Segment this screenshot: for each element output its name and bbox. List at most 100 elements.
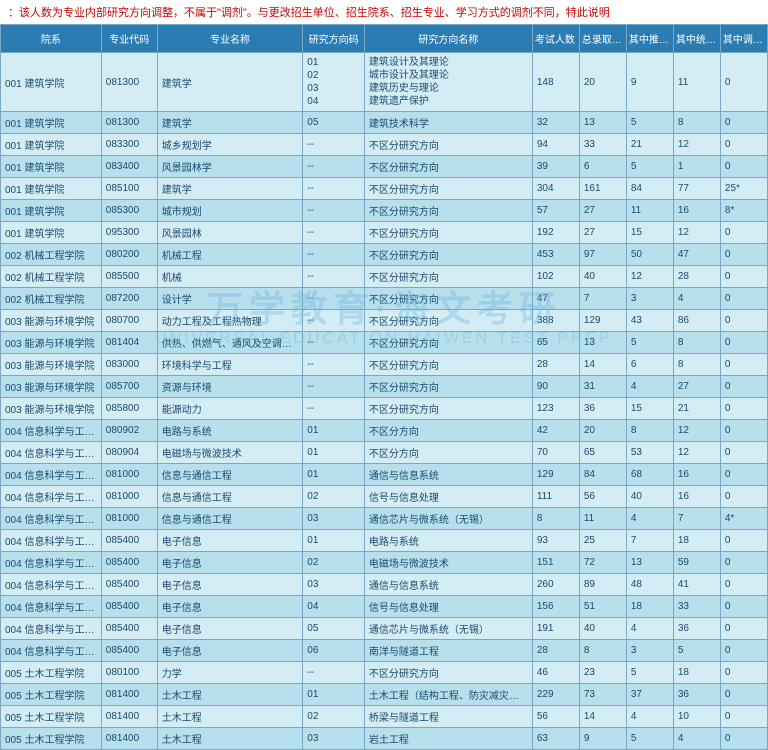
cell: 0 xyxy=(720,596,767,618)
cell: 12 xyxy=(673,442,720,464)
cell: 31 xyxy=(579,376,626,398)
cell: 02 xyxy=(303,486,365,508)
col-header: 考试人数 xyxy=(532,25,579,53)
cell: 机械 xyxy=(157,266,303,288)
cell: 86 xyxy=(673,310,720,332)
cell: 0 xyxy=(720,310,767,332)
cell: 18 xyxy=(626,596,673,618)
cell: 电子信息 xyxy=(157,596,303,618)
cell: -- xyxy=(303,332,365,354)
cell: 27 xyxy=(673,376,720,398)
cell: 001 建筑学院 xyxy=(1,178,102,200)
table-row: 001 建筑学院085300城市规划--不区分研究方向572711168* xyxy=(1,200,768,222)
cell: 129 xyxy=(532,464,579,486)
cell: 65 xyxy=(579,442,626,464)
cell: 信号与信息处理 xyxy=(364,596,532,618)
cell: 10 xyxy=(673,706,720,728)
cell: 085400 xyxy=(101,552,157,574)
cell: 06 xyxy=(303,640,365,662)
cell: 081400 xyxy=(101,684,157,706)
cell: 081400 xyxy=(101,728,157,750)
table-row: 003 能源与环境学院080700动力工程及工程热物理--不区分研究方向3881… xyxy=(1,310,768,332)
cell: 6 xyxy=(579,156,626,178)
cell: 0 xyxy=(720,332,767,354)
cell: 不区分研究方向 xyxy=(364,156,532,178)
cell: 不区分方向 xyxy=(364,420,532,442)
cell: 57 xyxy=(532,200,579,222)
table-row: 005 土木工程学院081400土木工程01土木工程（结构工程、防灾减灾工程）2… xyxy=(1,684,768,706)
cell: 16 xyxy=(673,464,720,486)
cell: 风景园林 xyxy=(157,222,303,244)
cell: 不区分研究方向 xyxy=(364,200,532,222)
cell: 004 信息科学与工程学院 xyxy=(1,530,102,552)
cell: 085800 xyxy=(101,398,157,420)
cell: 77 xyxy=(673,178,720,200)
cell: 4 xyxy=(626,706,673,728)
cell: 11 xyxy=(673,53,720,112)
cell: 083400 xyxy=(101,156,157,178)
cell: 161 xyxy=(579,178,626,200)
cell: 电子信息 xyxy=(157,530,303,552)
col-header: 专业代码 xyxy=(101,25,157,53)
col-header: 专业名称 xyxy=(157,25,303,53)
cell: 16 xyxy=(673,200,720,222)
cell: 40 xyxy=(579,266,626,288)
table-row: 002 机械工程学院087200设计学--不区分研究方向477340 xyxy=(1,288,768,310)
cell: 南洋与隧道工程 xyxy=(364,640,532,662)
cell: 41 xyxy=(673,574,720,596)
cell: 05 xyxy=(303,618,365,640)
cell: 0 xyxy=(720,618,767,640)
cell: 5 xyxy=(626,112,673,134)
cell: 087200 xyxy=(101,288,157,310)
cell: 不区分研究方向 xyxy=(364,134,532,156)
cell: 土木工程 xyxy=(157,706,303,728)
cell: 94 xyxy=(532,134,579,156)
cell: 通信芯片与微系统（无锡） xyxy=(364,618,532,640)
cell: 33 xyxy=(579,134,626,156)
cell: 不区分研究方向 xyxy=(364,310,532,332)
cell: 004 信息科学与工程学院 xyxy=(1,640,102,662)
cell: 7 xyxy=(579,288,626,310)
cell: 20 xyxy=(579,420,626,442)
cell: 0 xyxy=(720,156,767,178)
cell: 001 建筑学院 xyxy=(1,156,102,178)
cell: 0 xyxy=(720,420,767,442)
table-row: 003 能源与环境学院081404供热、供燃气、通风及空调工程--不区分研究方向… xyxy=(1,332,768,354)
table-row: 001 建筑学院081300建筑学05建筑技术科学3213580 xyxy=(1,112,768,134)
cell: 080902 xyxy=(101,420,157,442)
cell: 11 xyxy=(626,200,673,222)
cell: 51 xyxy=(579,596,626,618)
table-row: 002 机械工程学院080200机械工程--不区分研究方向4539750470 xyxy=(1,244,768,266)
cell: 0 xyxy=(720,354,767,376)
table-row: 001 建筑学院083400风景园林学--不区分研究方向396510 xyxy=(1,156,768,178)
cell: 48 xyxy=(626,574,673,596)
cell: -- xyxy=(303,310,365,332)
cell: 02 xyxy=(303,552,365,574)
cell: 02 xyxy=(303,706,365,728)
cell: 动力工程及工程热物理 xyxy=(157,310,303,332)
cell: 01020304 xyxy=(303,53,365,112)
cell: 13 xyxy=(626,552,673,574)
cell: 085400 xyxy=(101,618,157,640)
cell: 8 xyxy=(673,332,720,354)
cell: 004 信息科学与工程学院 xyxy=(1,464,102,486)
cell: 4 xyxy=(626,508,673,530)
cell: 080200 xyxy=(101,244,157,266)
cell: 56 xyxy=(532,706,579,728)
col-header: 总录取人数 xyxy=(579,25,626,53)
cell: 84 xyxy=(579,464,626,486)
header-note: ：该人数为专业内部研究方向调整，不属于"调剂"。与更改招生单位、招生院系、招生专… xyxy=(0,0,768,24)
cell: 0 xyxy=(720,112,767,134)
cell: 14 xyxy=(579,706,626,728)
cell: 0 xyxy=(720,398,767,420)
col-header: 其中调剂录取人数 xyxy=(720,25,767,53)
cell: 18 xyxy=(673,662,720,684)
cell: 电磁场与微波技术 xyxy=(157,442,303,464)
cell: 03 xyxy=(303,508,365,530)
cell: 力学 xyxy=(157,662,303,684)
cell: 能源动力 xyxy=(157,398,303,420)
cell: 0 xyxy=(720,442,767,464)
cell: 建筑学 xyxy=(157,178,303,200)
cell: 004 信息科学与工程学院 xyxy=(1,618,102,640)
cell: 003 能源与环境学院 xyxy=(1,398,102,420)
